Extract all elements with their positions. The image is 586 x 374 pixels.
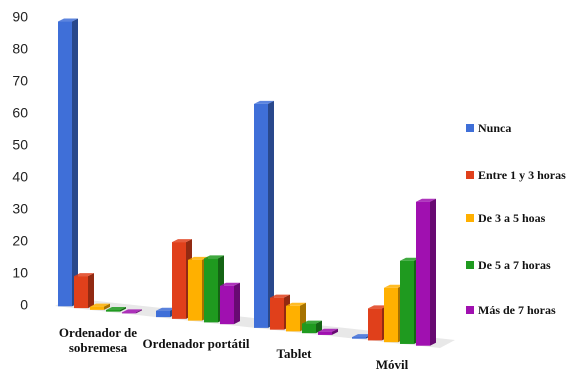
y-tick-label: 30 (12, 201, 28, 217)
bar-top (156, 307, 176, 311)
x-tick-label: Móvil (375, 357, 409, 373)
bar-side (332, 328, 338, 335)
bar (254, 103, 268, 328)
bar-side (316, 320, 322, 334)
bar (172, 242, 186, 319)
bar-top (58, 18, 78, 22)
bar-top (352, 334, 372, 338)
x-tick-label: Tablet (276, 346, 312, 362)
legend-entry: Más de 7 horas (466, 302, 586, 318)
bar-side (234, 282, 240, 325)
bar (318, 331, 332, 335)
legend-entry: De 3 a 5 hoas (466, 210, 586, 226)
bar (204, 258, 218, 323)
legend-swatch (466, 124, 474, 132)
bar-top (416, 198, 436, 202)
y-tick-label: 60 (12, 105, 28, 121)
bar-top (384, 284, 404, 288)
bar-side (120, 307, 126, 312)
bar-side (430, 198, 436, 346)
bar (106, 310, 120, 312)
legend-swatch (466, 306, 474, 314)
bar-top (172, 239, 192, 243)
bar (188, 259, 202, 321)
bar-top (254, 100, 274, 104)
legend-entry: Nunca (466, 120, 586, 136)
y-tick-label: 50 (12, 137, 28, 153)
bar-top (318, 328, 338, 332)
y-tick-label: 80 (12, 41, 28, 57)
x-tick-label: Ordenador portátil (142, 335, 250, 351)
bar-top (90, 303, 110, 307)
bar-side (268, 100, 274, 328)
bar-top (188, 256, 208, 260)
y-tick-label: 90 (12, 9, 28, 25)
bar-side (104, 303, 110, 310)
bar-top (302, 320, 322, 324)
bar (416, 201, 430, 346)
bar (286, 305, 300, 332)
bar (90, 306, 104, 310)
y-tick-label: 0 (20, 297, 28, 313)
bar (302, 323, 316, 334)
bar-side (72, 18, 78, 307)
bar-top (122, 309, 142, 313)
bar-top (74, 273, 94, 277)
bar-top (106, 307, 126, 311)
bar (74, 276, 88, 309)
bar-top (368, 305, 388, 309)
bar (400, 260, 414, 344)
bar (156, 310, 170, 318)
legend-swatch (466, 261, 474, 269)
bar (270, 297, 284, 330)
legend-swatch (466, 171, 474, 179)
bar-top (270, 294, 290, 298)
bar (58, 21, 72, 307)
bar (122, 312, 136, 314)
y-tick-label: 40 (12, 169, 28, 185)
legend-entry: De 5 a 7 horas (466, 257, 586, 273)
bar-top (400, 257, 420, 261)
x-tick-label: Ordenador de sobremesa (58, 324, 138, 355)
bar-top (220, 282, 240, 286)
bar-top (286, 302, 306, 306)
legend-swatch (466, 214, 474, 222)
y-tick-label: 10 (12, 265, 28, 281)
bar (352, 337, 366, 339)
legend-entry: Entre 1 y 3 horas (466, 167, 586, 183)
y-tick-label: 70 (12, 73, 28, 89)
bar (368, 308, 382, 341)
bar-top (204, 255, 224, 259)
y-tick-label: 20 (12, 233, 28, 249)
bar-side (88, 273, 94, 309)
bar (384, 287, 398, 343)
bar-side (136, 309, 142, 314)
bar (220, 285, 234, 325)
